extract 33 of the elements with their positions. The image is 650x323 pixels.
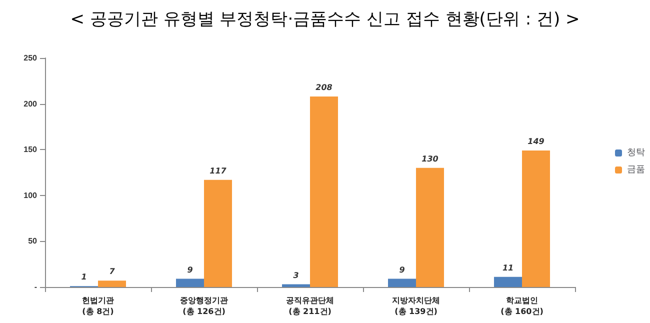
legend-label: 금품 — [627, 165, 645, 175]
bar — [494, 276, 522, 287]
y-tick-label: 250 — [24, 54, 38, 62]
data-label: 130 — [422, 154, 439, 164]
y-tick-label: 150 — [24, 145, 38, 154]
data-label: 208 — [316, 82, 333, 92]
y-tick-label: - — [34, 282, 38, 292]
bar — [388, 278, 416, 287]
y-tick-label: 50 — [28, 236, 38, 246]
legend-label: 청탁 — [627, 148, 645, 158]
data-label: 117 — [210, 166, 227, 176]
data-label: 7 — [109, 267, 116, 276]
x-tick-label: 학교법인 (총 160건) — [500, 296, 544, 316]
bar — [176, 278, 204, 287]
data-label: 149 — [528, 137, 545, 146]
x-tick-label: 헌법기관 (총 8건) — [82, 296, 114, 316]
y-tick-label: 100 — [24, 190, 38, 200]
x-tick-label: 공직유관단체 (총 211건) — [286, 296, 334, 316]
data-label: 9 — [187, 265, 194, 274]
bar — [282, 284, 310, 287]
bar — [204, 180, 232, 287]
bar — [416, 168, 444, 287]
y-tick-label: 200 — [24, 99, 38, 108]
chart-title: < 공공기관 유형별 부정청탁·금품수수 신고 접수 현황(단위 : 건) > — [70, 10, 580, 30]
bar — [98, 280, 126, 287]
data-label: 3 — [293, 270, 300, 280]
x-tick-label: 중앙행정기관 (총 126건) — [180, 296, 228, 316]
data-label: 1 — [81, 272, 87, 282]
data-label: 11 — [502, 263, 514, 272]
bar — [522, 150, 550, 287]
data-label: 9 — [399, 265, 406, 274]
x-tick-label: 지방자치단체 (총 139건) — [391, 296, 440, 316]
bar — [310, 96, 338, 287]
